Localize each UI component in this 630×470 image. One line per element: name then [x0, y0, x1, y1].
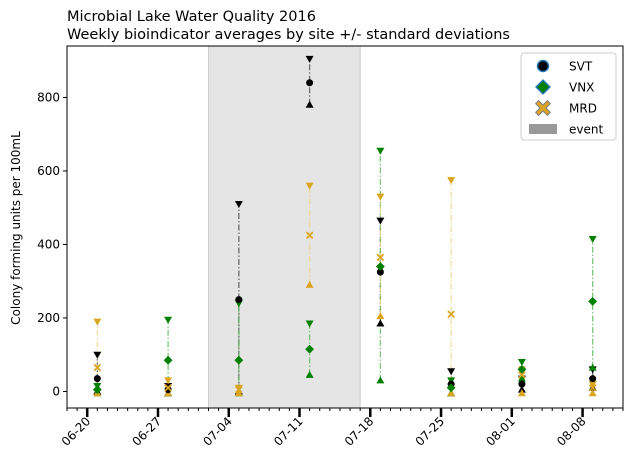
- legend-swatch: [529, 124, 557, 134]
- y-tick-label: 0: [52, 384, 60, 398]
- error-cap-high-mrd: [447, 177, 456, 185]
- error-cap-high-mrd: [305, 182, 314, 190]
- legend-item-mrd: MRD: [534, 99, 597, 117]
- error-cap-high-vnx: [517, 359, 526, 367]
- error-cap-low-mrd: [447, 389, 456, 397]
- legend-marker: [536, 59, 550, 73]
- y-tick-label: 400: [37, 237, 60, 251]
- x-tick-label: 07-04: [200, 414, 235, 449]
- x-tick-label: 08-01: [483, 414, 518, 449]
- error-cap-low-mrd: [376, 312, 385, 320]
- data-point-vnx: [163, 355, 173, 365]
- error-cap-low-mrd: [234, 389, 243, 397]
- data-point-svt: [306, 79, 314, 87]
- y-axis-label: Colony forming units per 100mL: [9, 131, 23, 325]
- data-point-svt: [235, 296, 243, 304]
- data-point-vnx: [588, 296, 598, 306]
- error-cap-low-mrd: [588, 389, 597, 397]
- data-point-vnx: [446, 383, 456, 393]
- chart-subtitle: Weekly bioindicator averages by site +/-…: [67, 27, 510, 43]
- data-point-mrd: [518, 371, 526, 379]
- y-tick-label: 800: [37, 90, 60, 104]
- data-point-mrd: [93, 363, 102, 372]
- error-cap-low-vnx: [376, 376, 385, 384]
- x-tick-label: 07-18: [342, 414, 377, 449]
- error-cap-low-vnx: [305, 370, 314, 378]
- legend-item-vnx: VNX: [535, 79, 594, 95]
- x-tick-label: 07-11: [271, 414, 306, 449]
- legend-marker: [535, 79, 551, 95]
- error-cap-high-mrd: [93, 318, 102, 326]
- x-tick-label: 06-20: [59, 414, 94, 449]
- data-point-mrd: [305, 231, 314, 240]
- data-point-mrd: [376, 253, 385, 262]
- data-point-vnx: [92, 385, 102, 395]
- error-cap-high-mrd: [164, 377, 173, 385]
- error-cap-high-svt: [93, 351, 102, 359]
- error-cap-high-mrd: [376, 193, 385, 201]
- x-tick-label: 07-25: [413, 414, 448, 449]
- data-point-svt: [589, 375, 597, 383]
- error-cap-low-vnx: [588, 363, 597, 371]
- error-cap-high-svt: [376, 217, 385, 225]
- error-cap-high-vnx: [164, 316, 173, 324]
- y-tick-label: 600: [37, 164, 60, 178]
- data-point-mrd: [447, 310, 455, 319]
- legend-label: MRD: [569, 102, 597, 116]
- error-cap-high-svt: [305, 55, 314, 63]
- data-point-svt: [164, 386, 172, 394]
- data-point-vnx: [517, 364, 527, 374]
- error-cap-low-svt: [376, 319, 385, 327]
- data-point-mrd: [235, 385, 243, 394]
- error-cap-high-mrd: [588, 381, 597, 389]
- legend-label: SVT: [569, 60, 593, 74]
- x-tick-label: 06-27: [130, 414, 165, 449]
- error-cap-high-vnx: [376, 147, 385, 155]
- legend-item-svt: SVT: [536, 59, 593, 74]
- legend-item-event: event: [529, 123, 603, 137]
- error-cap-high-vnx: [305, 320, 314, 328]
- error-cap-low-mrd: [305, 280, 314, 288]
- x-tick-label: 08-08: [554, 414, 589, 449]
- data-point-svt: [93, 375, 101, 383]
- chart-title: Microbial Lake Water Quality 2016: [67, 9, 316, 25]
- error-cap-low-svt: [517, 385, 526, 393]
- data-point-vnx: [234, 355, 244, 365]
- error-cap-high-vnx: [588, 235, 597, 243]
- error-cap-low-svt: [305, 100, 314, 108]
- y-tick-label: 200: [37, 311, 60, 325]
- data-point-mrd: [588, 383, 597, 392]
- legend-label: event: [569, 123, 603, 137]
- data-point-vnx: [305, 344, 315, 354]
- data-point-svt: [518, 380, 526, 388]
- data-point-mrd: [164, 383, 172, 392]
- error-cap-low-vnx: [517, 374, 526, 382]
- data-point-vnx: [375, 262, 385, 271]
- error-cap-high-svt: [234, 201, 243, 209]
- error-cap-low-mrd: [517, 389, 526, 397]
- event-band: [208, 45, 361, 409]
- error-cap-high-svt: [447, 368, 456, 376]
- legend-marker: [534, 99, 552, 117]
- legend-box: [520, 52, 617, 141]
- legend-label: VNX: [569, 81, 594, 95]
- plot-frame: [66, 45, 624, 409]
